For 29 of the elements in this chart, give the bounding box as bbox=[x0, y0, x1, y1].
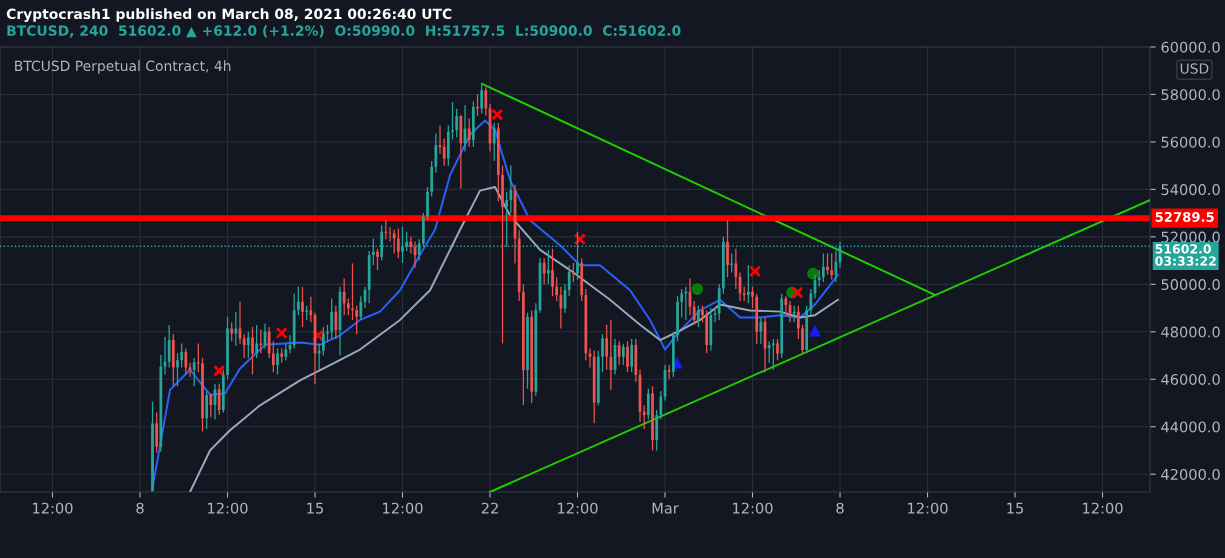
x-tick-label: 22 bbox=[481, 502, 498, 514]
y-tick-label: 42000.0 bbox=[1161, 468, 1220, 480]
x-tick-label: 12:00 bbox=[33, 502, 73, 514]
y-tick-label: 50000.0 bbox=[1161, 279, 1220, 291]
y-tick-label: 58000.0 bbox=[1161, 89, 1220, 101]
x-tick-label: 8 bbox=[136, 502, 144, 514]
x-tick-label: 12:00 bbox=[383, 502, 423, 514]
y-tick-label: 60000.0 bbox=[1161, 41, 1220, 53]
y-tick-label: 44000.0 bbox=[1161, 421, 1220, 433]
x-tick-label: 12:00 bbox=[908, 502, 948, 514]
ref-line-label: 51602.0 03:33:22 bbox=[1155, 244, 1216, 266]
ref-line-label: 52789.5 bbox=[1155, 211, 1214, 222]
x-tick-label: 12:00 bbox=[208, 502, 248, 514]
chart-subtitle: Cryptocrash1 published on March 08, 2021 00:26:40 UTC bbox=[6, 8, 452, 22]
x-tick-label: Mar bbox=[652, 502, 679, 514]
text: BTCUSD Perpetual Contract, 4h bbox=[15, 60, 231, 74]
x-tick-label: 12:00 bbox=[1083, 502, 1123, 514]
y-tick-label: 56000.0 bbox=[1161, 136, 1220, 148]
x-tick-label: 12:00 bbox=[558, 502, 598, 514]
y-tick-label: 54000.0 bbox=[1161, 184, 1220, 196]
x-tick-label: 15 bbox=[1007, 502, 1024, 514]
y-tick-label: 52000.0 bbox=[1161, 231, 1220, 243]
y-tick-label: 46000.0 bbox=[1161, 373, 1220, 385]
x-tick-label: 15 bbox=[307, 502, 324, 514]
x-tick-label: 12:00 bbox=[733, 502, 773, 514]
text: BTCUSD, 240 51602.0 ▲ +612.0 (+1.2%) O:50990.0 H:51757.5 L:50900.0 C:51602.0 bbox=[7, 25, 681, 38]
x-tick-label: 8 bbox=[836, 502, 844, 514]
y-axis-title: USD bbox=[1180, 63, 1209, 74]
y-tick-label: 48000.0 bbox=[1161, 326, 1220, 338]
